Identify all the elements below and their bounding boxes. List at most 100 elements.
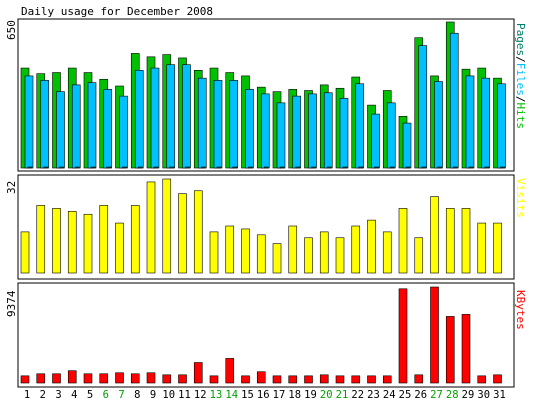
visits-bar <box>477 222 487 274</box>
visits-bar <box>398 208 408 274</box>
files-bar <box>323 92 333 169</box>
pages-bar <box>374 166 379 169</box>
visits-legend: Visits <box>514 178 527 218</box>
day-label: 26 <box>414 389 427 401</box>
visits-bar <box>209 231 219 274</box>
day-label: 4 <box>71 389 77 401</box>
day-label: 5 <box>87 389 93 401</box>
pages-bar <box>279 166 285 169</box>
day-label: 15 <box>241 389 254 401</box>
pages-bar <box>216 166 222 169</box>
kbytes-bar <box>162 374 172 384</box>
kbytes-bar <box>178 374 187 384</box>
kbytes-bar <box>36 373 46 384</box>
files-bar <box>119 95 128 169</box>
day-label: 12 <box>194 389 207 401</box>
pages-bar <box>405 166 411 169</box>
files-bar <box>339 98 349 169</box>
pages-bar <box>421 166 427 169</box>
day-label: 14 <box>225 389 238 401</box>
day-label: 19 <box>304 389 317 401</box>
files-bar <box>150 67 160 169</box>
day-label: 6 <box>103 389 109 401</box>
files-bar <box>24 75 34 169</box>
kbytes-bar <box>52 373 61 384</box>
kbytes-bar <box>83 373 93 384</box>
kbytes-bar <box>398 288 408 384</box>
files-bar <box>386 102 396 169</box>
pages-bar <box>232 166 238 169</box>
hits-legend: Pages/Files/Hits <box>514 23 527 129</box>
kbytes-bar <box>99 373 109 384</box>
legend-hits: Hits <box>514 103 527 130</box>
kbytes-panel <box>17 282 515 388</box>
visits-bar <box>178 193 187 274</box>
files-bar <box>103 89 113 169</box>
pages-bar <box>326 166 332 169</box>
chart-title: Daily usage for December 2008 <box>21 5 213 18</box>
visits-bar <box>162 178 172 274</box>
visits-bar <box>382 231 392 274</box>
files-bar <box>292 95 302 169</box>
files-bar <box>355 83 365 169</box>
files-bar <box>71 84 81 169</box>
files-bar <box>449 32 459 169</box>
day-label: 18 <box>288 389 301 401</box>
day-label: 13 <box>210 389 223 401</box>
visits-bar <box>319 231 329 274</box>
day-label: 29 <box>462 389 475 401</box>
pages-bar <box>200 166 206 169</box>
pages-bar <box>263 166 269 169</box>
files-bar <box>182 64 191 169</box>
kbytes-bar <box>193 362 203 384</box>
visits-bar <box>36 205 46 274</box>
visits-bar <box>130 205 140 274</box>
files-bar <box>40 80 50 169</box>
visits-bar <box>414 237 424 274</box>
files-bar <box>197 77 207 169</box>
hits-max-label: 650 <box>5 20 18 40</box>
pages-bar <box>358 166 364 169</box>
kbytes-bar <box>209 375 219 384</box>
visits-bar <box>83 213 93 274</box>
kbytes-bar <box>67 370 77 384</box>
day-label: 25 <box>399 389 412 401</box>
day-label: 22 <box>351 389 364 401</box>
legend-pages: Pages <box>514 23 527 56</box>
pages-bar <box>484 166 490 169</box>
visits-bar <box>493 222 502 274</box>
kbytes-bar <box>414 374 424 384</box>
files-bar <box>276 102 286 169</box>
kbytes-bar <box>256 371 266 384</box>
day-label: 3 <box>55 389 61 401</box>
files-bar <box>260 93 270 169</box>
kbytes-bar <box>146 372 156 384</box>
day-label: 27 <box>430 389 443 401</box>
visits-bars <box>20 178 502 274</box>
kbytes-bars <box>20 286 502 384</box>
visits-bar <box>99 205 109 274</box>
files-bar <box>245 89 254 169</box>
pages-bar <box>137 166 143 169</box>
pages-bar <box>468 166 474 169</box>
visits-bar <box>241 228 250 274</box>
day-label: 17 <box>273 389 286 401</box>
files-bar <box>497 83 506 169</box>
files-bar <box>166 64 176 169</box>
files-bar <box>213 80 223 169</box>
kbytes-bar <box>288 375 298 384</box>
day-label: 24 <box>383 389 396 401</box>
visits-bar <box>304 237 313 274</box>
visits-bar <box>445 208 455 274</box>
kbytes-bar <box>367 375 376 384</box>
pages-bar <box>311 166 316 169</box>
day-label: 7 <box>118 389 124 401</box>
kbytes-bar <box>272 375 282 384</box>
day-label: 2 <box>40 389 46 401</box>
files-bar <box>87 82 97 169</box>
day-label: 20 <box>320 389 333 401</box>
visits-bar <box>288 225 298 274</box>
day-label: 8 <box>134 389 140 401</box>
kbytes-bar <box>430 286 439 384</box>
